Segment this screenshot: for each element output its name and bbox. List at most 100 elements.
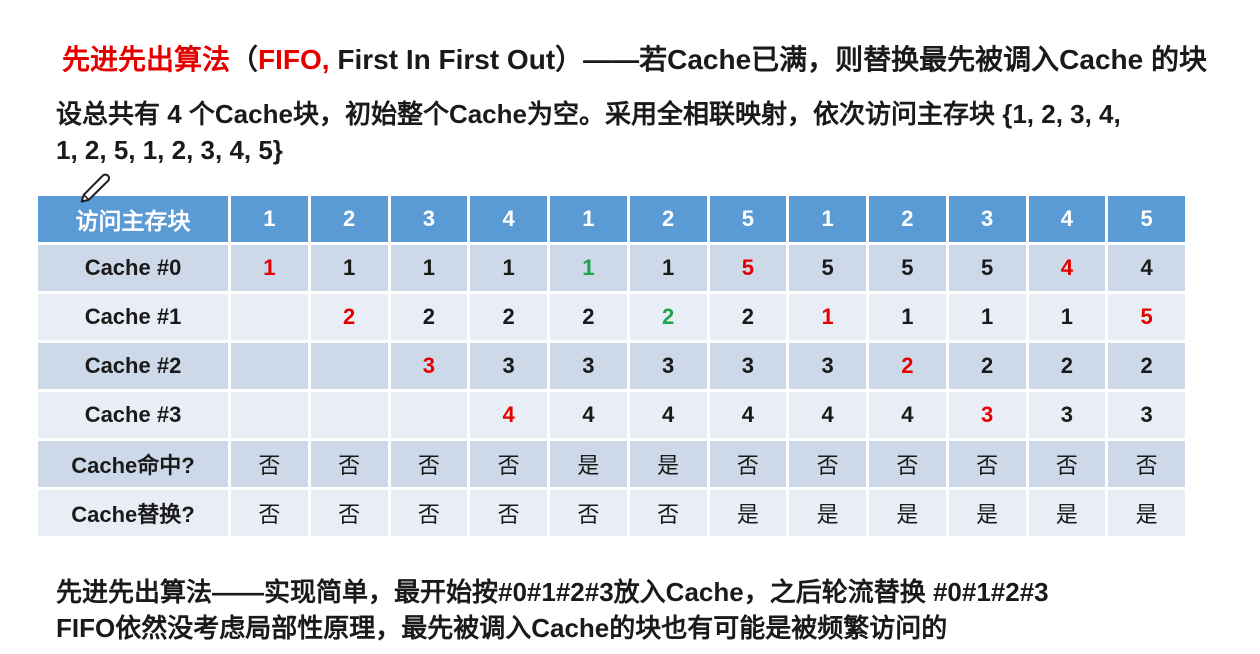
- fifo-table-head: 访问主存块 1 2 3 4 1 2 5 1 2 3 4 5: [38, 196, 1185, 242]
- access-sequence-cell: 1: [231, 196, 308, 242]
- table-cell: 是: [948, 490, 1026, 536]
- table-cell: [231, 392, 308, 438]
- footer-notes: 先进先出算法——实现简单，最开始按#0#1#2#3放入Cache，之后轮流替换 …: [56, 574, 1049, 646]
- table-cell: 否: [1028, 441, 1106, 487]
- access-sequence-cell: 4: [1028, 196, 1106, 242]
- row-label: Cache #0: [38, 245, 228, 291]
- table-cell: 否: [789, 441, 866, 487]
- table-cell: 3: [470, 343, 547, 389]
- table-cell: 2: [629, 294, 707, 340]
- table-row: Cache替换? 否否否否否否是是是是是是: [38, 490, 1185, 536]
- table-cell: 是: [789, 490, 866, 536]
- table-cell: 1: [231, 245, 308, 291]
- table-cell: 2: [948, 343, 1026, 389]
- setup-paragraph: 设总共有 4 个Cache块，初始整个Cache为空。采用全相联映射，依次访问主…: [56, 96, 1121, 168]
- title-segment: FIFO,: [258, 44, 330, 75]
- table-cell: 否: [310, 441, 388, 487]
- title-segment: 先进先出算法: [62, 44, 231, 75]
- table-cell: 2: [470, 294, 547, 340]
- table-cell: 4: [869, 392, 946, 438]
- table-cell: 1: [629, 245, 707, 291]
- footer-line-1: 先进先出算法——实现简单，最开始按#0#1#2#3放入Cache，之后轮流替换 …: [56, 577, 1049, 607]
- table-cell: 3: [789, 343, 866, 389]
- table-cell: 5: [869, 245, 946, 291]
- table-cell: [231, 294, 308, 340]
- table-cell: 3: [390, 343, 468, 389]
- table-cell: 4: [709, 392, 787, 438]
- access-sequence-cell: 1: [550, 196, 627, 242]
- table-row: Cache #3 4 4 4 4 4 4 3 3 3: [38, 392, 1185, 438]
- access-sequence-cell: 5: [709, 196, 787, 242]
- table-cell: 2: [310, 294, 388, 340]
- footer-line-2: FIFO依然没考虑局部性原理，最先被调入Cache的块也有可能是被频繁访问的: [56, 613, 948, 643]
- table-cell: 1: [869, 294, 946, 340]
- table-cell: 是: [1108, 490, 1185, 536]
- table-cell: [310, 392, 388, 438]
- table-cell: 是: [629, 441, 707, 487]
- table-cell: [390, 392, 468, 438]
- table-cell: 3: [1108, 392, 1185, 438]
- table-cell: 否: [1108, 441, 1185, 487]
- table-cell: 3: [1028, 392, 1106, 438]
- table-cell: [310, 343, 388, 389]
- title-segment: （: [230, 44, 259, 75]
- table-cell: 4: [1028, 245, 1106, 291]
- access-sequence-cell: 3: [948, 196, 1026, 242]
- fifo-table: 访问主存块 1 2 3 4 1 2 5 1 2 3 4 5 Cache #0 1 1 1 1 1 1 5 5 5 5 4 4 Ca…: [35, 193, 1188, 539]
- table-cell: 4: [629, 392, 707, 438]
- table-cell: 否: [709, 441, 787, 487]
- table-cell: 否: [948, 441, 1026, 487]
- title-segment: First In First Out）——若Cache已满，则替换最先被调入Ca…: [329, 44, 1207, 75]
- table-cell: 3: [948, 392, 1026, 438]
- table-cell: 5: [948, 245, 1026, 291]
- access-sequence-cell: 4: [470, 196, 547, 242]
- table-cell: 5: [1108, 294, 1185, 340]
- table-cell: 是: [550, 441, 627, 487]
- table-cell: 否: [231, 490, 308, 536]
- table-row: Cache #2 3 3 3 3 3 3 2 2 2 2: [38, 343, 1185, 389]
- access-sequence-cell: 3: [390, 196, 468, 242]
- table-cell: 1: [948, 294, 1026, 340]
- table-cell: 1: [470, 245, 547, 291]
- table-cell: 否: [470, 441, 547, 487]
- row-label: Cache #2: [38, 343, 228, 389]
- setup-line-2: 1, 2, 5, 1, 2, 3, 4, 5}: [56, 135, 283, 165]
- table-cell: 4: [1108, 245, 1185, 291]
- table-cell: 2: [390, 294, 468, 340]
- page-title: 先进先出算法（FIFO, First In First Out）——若Cache…: [62, 38, 1207, 78]
- table-cell: 否: [390, 441, 468, 487]
- table-cell: 是: [869, 490, 946, 536]
- table-cell: 4: [789, 392, 866, 438]
- table-cell: 2: [1028, 343, 1106, 389]
- table-cell: 1: [550, 245, 627, 291]
- table-cell: 否: [231, 441, 308, 487]
- table-cell: 1: [789, 294, 866, 340]
- row-label: Cache #1: [38, 294, 228, 340]
- table-cell: 2: [550, 294, 627, 340]
- row-label: Cache #3: [38, 392, 228, 438]
- row-label: Cache替换?: [38, 490, 228, 536]
- access-sequence-cell: 1: [789, 196, 866, 242]
- table-cell: 是: [1028, 490, 1106, 536]
- access-sequence-cell: 2: [869, 196, 946, 242]
- table-cell: 1: [310, 245, 388, 291]
- table-cell: 4: [550, 392, 627, 438]
- table-cell: 5: [789, 245, 866, 291]
- table-cell: 2: [709, 294, 787, 340]
- table-row: Cache #1 2 2 2 2 2 2 1 1 1 1 5: [38, 294, 1185, 340]
- table-row: Cache命中? 否否否否是是否否否否否否: [38, 441, 1185, 487]
- fifo-table-body: Cache #0 1 1 1 1 1 1 5 5 5 5 4 4 Cache #1 2 2 2 2 2 2 1 1 1 1 5 C…: [38, 245, 1185, 536]
- table-header-row: 访问主存块 1 2 3 4 1 2 5 1 2 3 4 5: [38, 196, 1185, 242]
- table-cell: 2: [1108, 343, 1185, 389]
- table-cell: 3: [709, 343, 787, 389]
- table-cell: 2: [869, 343, 946, 389]
- table-header-label: 访问主存块: [38, 196, 228, 242]
- table-cell: 否: [550, 490, 627, 536]
- setup-line-1: 设总共有 4 个Cache块，初始整个Cache为空。采用全相联映射，依次访问主…: [56, 99, 1121, 129]
- row-label: Cache命中?: [38, 441, 228, 487]
- table-cell: 3: [550, 343, 627, 389]
- table-cell: 1: [1028, 294, 1106, 340]
- table-cell: 是: [709, 490, 787, 536]
- table-cell: 5: [709, 245, 787, 291]
- table-cell: 否: [629, 490, 707, 536]
